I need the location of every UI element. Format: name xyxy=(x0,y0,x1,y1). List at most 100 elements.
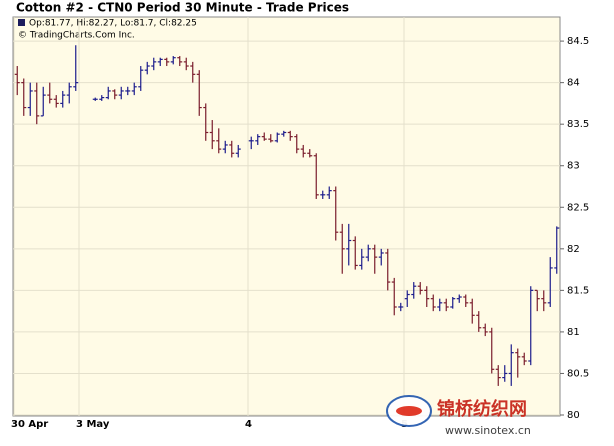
ohlc-bar xyxy=(287,130,293,141)
ohlc-bar xyxy=(60,90,66,108)
x-tick-label: 3 May xyxy=(76,419,110,430)
ohlc-bar xyxy=(320,190,326,199)
ohlc-bar xyxy=(92,97,98,101)
ohlc-bar xyxy=(125,86,131,96)
ohlc-bar xyxy=(274,132,280,143)
ohlc-bar xyxy=(151,57,157,71)
ohlc-bar xyxy=(183,57,189,71)
ohlc-bar xyxy=(261,132,267,141)
ohlc-bar xyxy=(105,86,111,100)
ohlc-bar xyxy=(463,294,469,307)
ohlc-bar xyxy=(21,78,27,116)
ohlc-bar xyxy=(255,134,261,145)
y-tick-label: 83.5 xyxy=(567,119,589,130)
ohlc-bar xyxy=(14,66,20,96)
ohlc-bar xyxy=(177,56,183,67)
ohlc-bar xyxy=(294,134,300,154)
ohlc-bar xyxy=(456,294,462,303)
ohlc-bar xyxy=(430,294,436,312)
copyright: © TradingCharts.Com Inc. xyxy=(18,31,135,41)
ohlc-bar xyxy=(99,95,105,101)
ohlc-bar xyxy=(216,128,222,154)
watermark-logo-inner xyxy=(396,406,422,416)
ohlc-bar xyxy=(411,282,417,299)
ohlc-bar xyxy=(346,223,352,266)
ohlc-bar xyxy=(34,82,40,125)
ohlc-bar xyxy=(365,244,371,262)
watermark: 锦桥纺织网 www.sinotex.cn xyxy=(386,395,531,437)
watermark-url: www.sinotex.cn xyxy=(445,424,531,437)
ohlc-bar xyxy=(66,82,72,104)
ohlc-bar xyxy=(138,66,144,91)
ohlc-bar xyxy=(541,290,547,312)
y-tick-label: 82 xyxy=(567,244,580,255)
plot: 80 80.5 81 81.5 82 82.5 83 83.5 84 84.5 30 Apr 3 Ma… xyxy=(11,17,589,430)
ohlc-bar xyxy=(47,82,53,104)
ohlc-bar xyxy=(469,298,475,324)
ohlc-bar xyxy=(339,223,345,274)
ohlc-bar xyxy=(222,140,228,154)
ohlc-bar xyxy=(547,257,553,307)
ohlc-bar xyxy=(417,282,423,295)
ohlc-bar xyxy=(170,56,176,65)
ohlc-bar xyxy=(209,120,215,150)
ohlc-bar xyxy=(196,70,202,116)
y-tick-label: 82.5 xyxy=(567,202,589,213)
ohlc-bar xyxy=(326,186,332,199)
ohlc-bar xyxy=(359,248,365,270)
ohlc-bar xyxy=(450,297,456,309)
y-tick-label: 80.5 xyxy=(567,368,589,379)
ohlc-bar xyxy=(424,286,430,307)
ohlc-bar xyxy=(502,365,508,382)
ohlc-bar xyxy=(27,82,33,116)
ohlc-bar xyxy=(554,226,560,274)
watermark-title: 锦桥纺织网 xyxy=(437,398,527,420)
ohlc-bar xyxy=(313,153,319,199)
y-tick-label: 84.5 xyxy=(567,36,589,47)
x-tick-label: 30 Apr xyxy=(11,419,48,430)
ohlc-bar xyxy=(482,323,488,337)
y-tick-label: 81 xyxy=(567,327,580,338)
ohlc-bar xyxy=(476,311,482,332)
y-tick-label: 80 xyxy=(567,410,580,421)
y-tick-label: 83 xyxy=(567,161,580,172)
ohlc-bar xyxy=(40,86,46,117)
ohlc-bar xyxy=(281,130,287,137)
ohlc-bar xyxy=(385,248,391,291)
ohlc-bar xyxy=(190,61,196,83)
plot-area xyxy=(12,16,561,417)
ohlc-bar xyxy=(203,103,209,141)
ohlc-bar xyxy=(443,298,449,312)
ohlc-bar xyxy=(508,344,514,386)
ohlc-bar xyxy=(378,248,384,266)
ohlc-bar xyxy=(300,144,306,158)
ohlc-bar xyxy=(489,327,495,374)
y-tick-label: 81.5 xyxy=(567,285,589,296)
ohlc-bar xyxy=(229,140,235,158)
ohlc-bar xyxy=(398,302,404,312)
ohlc-bar xyxy=(352,236,358,270)
ohlc-bar xyxy=(157,57,163,67)
legend-swatch xyxy=(18,19,25,26)
chart-title: Cotton #2 - CTN0 Period 30 Minute - Trad… xyxy=(16,1,349,15)
ohlc-bar xyxy=(404,290,410,307)
ohlc-bar xyxy=(118,86,124,100)
legend-text: Op:81.77, Hi:82.27, Lo:81.7, Cl:82.25 xyxy=(29,19,197,29)
ohlc-bar xyxy=(521,352,527,366)
ohlc-bar xyxy=(372,244,378,274)
ohlc-bar xyxy=(73,45,79,91)
ohlc-bar xyxy=(391,277,397,316)
ohlc-bar xyxy=(528,286,534,366)
ohlc-bar xyxy=(235,144,241,158)
ohlc-bar xyxy=(534,289,540,312)
ohlc-bar xyxy=(164,57,170,67)
ohlc-bar xyxy=(307,149,313,158)
ohlc-bar xyxy=(268,134,274,143)
ohlc-bar xyxy=(437,298,443,312)
ohlc-bar xyxy=(248,136,254,150)
ohlc-bar xyxy=(495,365,501,386)
ohlc-bar xyxy=(53,95,59,108)
ohlc-bar xyxy=(131,82,137,96)
ohlc-bar xyxy=(333,186,339,241)
